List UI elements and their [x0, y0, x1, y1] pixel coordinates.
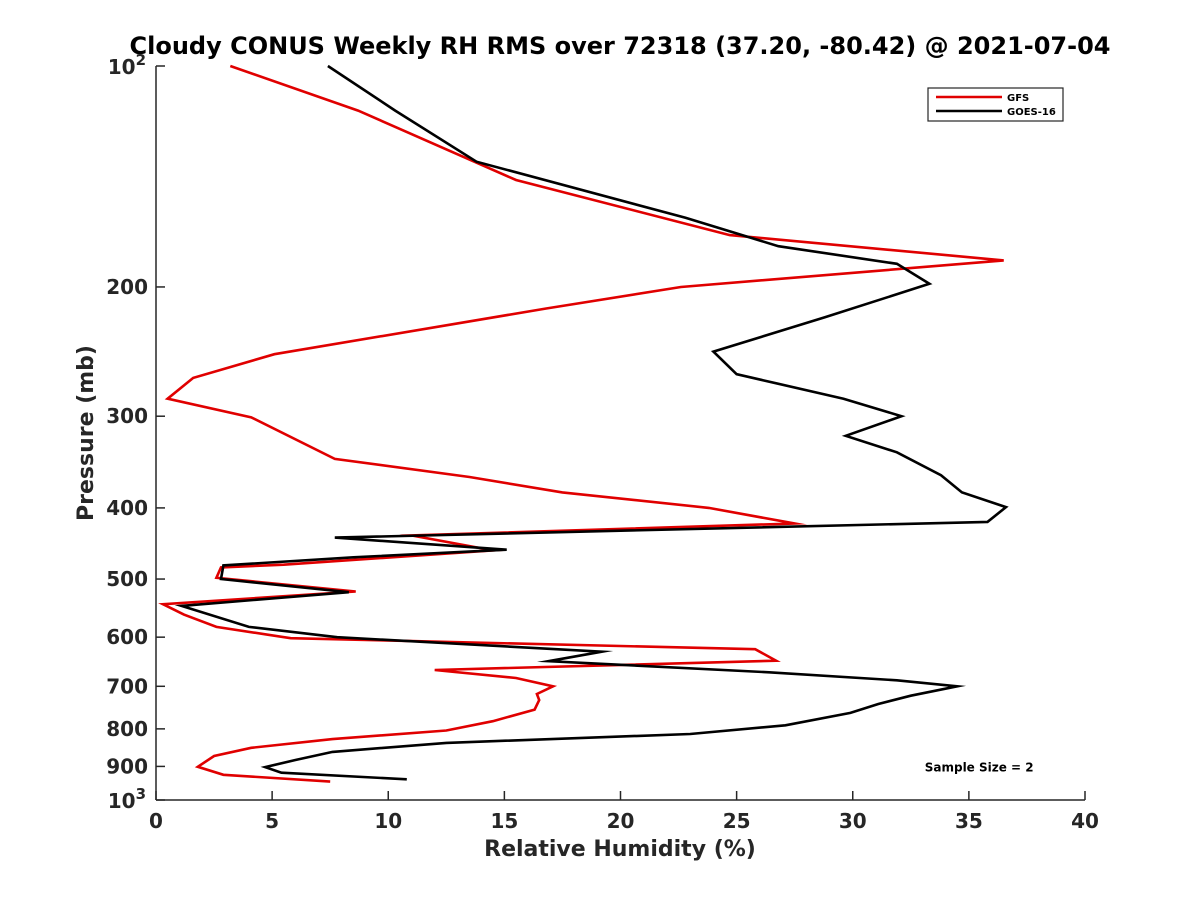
- x-tick-label: 0: [149, 809, 163, 833]
- y-tick-label: 600: [106, 625, 148, 649]
- x-tick-label: 15: [490, 809, 518, 833]
- legend-label: GOES-16: [1007, 107, 1056, 118]
- annotations: Sample Size = 2: [925, 760, 1034, 774]
- y-axis-title: Pressure (mb): [74, 345, 99, 521]
- series-line-goes-16: [174, 64, 1009, 781]
- x-tick-label: 10: [374, 809, 402, 833]
- legend-label: GFS: [1007, 93, 1029, 104]
- x-tick-label: 5: [265, 809, 279, 833]
- y-tick-label: 800: [106, 717, 148, 741]
- y-tick-label: 103: [108, 785, 146, 813]
- x-tick-label: 40: [1071, 809, 1099, 833]
- x-tick-label: 25: [723, 809, 751, 833]
- y-tick-label: 500: [106, 567, 148, 591]
- legend[interactable]: GFS GOES-16: [927, 87, 1064, 122]
- x-tick-label: 30: [839, 809, 867, 833]
- x-tick-label: 20: [607, 809, 635, 833]
- y-tick-label: 102: [108, 51, 146, 79]
- y-tick-label: 700: [106, 674, 148, 698]
- y-axis-ticks: 200 300 400 500 600 700 800 900 102 103: [106, 51, 165, 813]
- legend-box: [927, 87, 1064, 122]
- x-tick-label: 35: [955, 809, 983, 833]
- x-axis-title: Relative Humidity (%): [484, 837, 756, 862]
- annotation-sample-size: Sample Size = 2: [925, 760, 1034, 774]
- y-tick-label: 900: [106, 754, 148, 778]
- series-layer: [158, 64, 1009, 783]
- y-tick-label: 300: [106, 404, 148, 428]
- x-axis-ticks: 0 5 10 15 20 25 30 35 40: [149, 791, 1099, 833]
- chart-title: Cloudy CONUS Weekly RH RMS over 72318 (3…: [130, 32, 1111, 60]
- y-tick-label: 400: [106, 496, 148, 520]
- y-tick-label: 200: [106, 275, 148, 299]
